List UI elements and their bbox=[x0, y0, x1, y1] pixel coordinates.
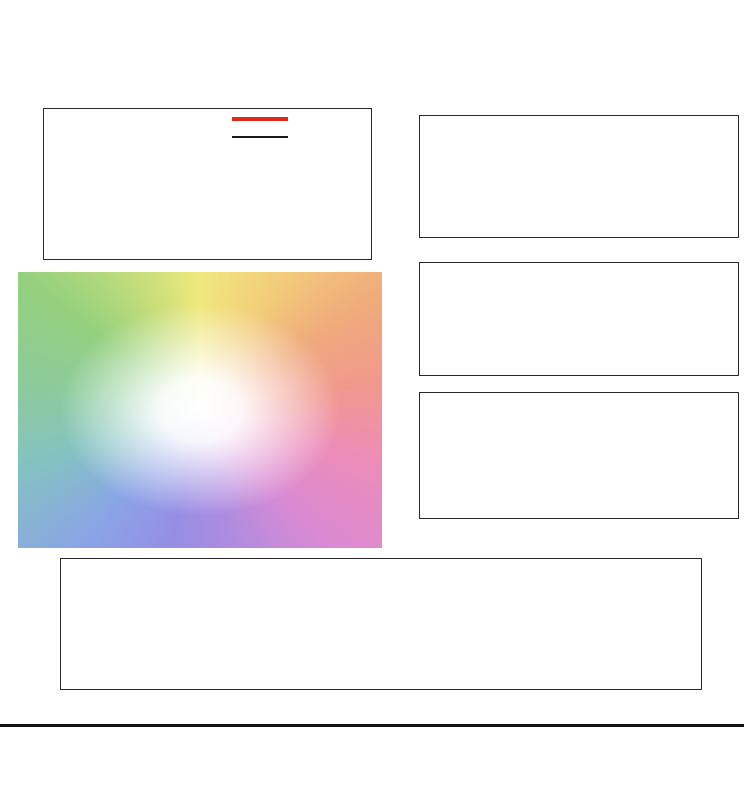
color-vector-graphic bbox=[18, 272, 382, 548]
local-color-fidelity-chart bbox=[419, 392, 739, 519]
color-sample-fidelity-chart bbox=[60, 558, 702, 690]
local-hue-shift-chart bbox=[419, 262, 739, 376]
legend-reference bbox=[232, 136, 295, 138]
legend-test bbox=[232, 117, 295, 121]
local-chroma-shift-chart bbox=[419, 115, 739, 238]
test-line-swatch bbox=[232, 117, 288, 121]
spectral-chart bbox=[43, 108, 372, 260]
reference-line-swatch bbox=[232, 136, 288, 138]
footer-divider bbox=[0, 724, 744, 727]
